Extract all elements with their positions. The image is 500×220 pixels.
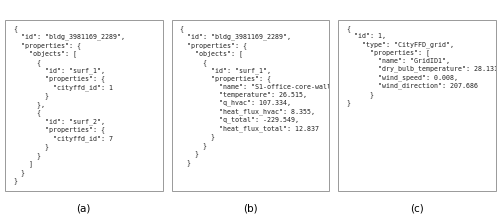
Text: (a): (a) bbox=[76, 204, 91, 213]
Text: {
  "id": "bldg_3981169_2289",
  "properties": {
    "objects": [
      {
      : { "id": "bldg_3981169_2289", "properties… bbox=[13, 25, 125, 184]
Text: (c): (c) bbox=[410, 204, 424, 213]
Text: {
  "id": "bldg_3981169_2289",
  "properties": {
    "objects": [
      {
      : { "id": "bldg_3981169_2289", "properties… bbox=[180, 25, 348, 165]
Text: (b): (b) bbox=[243, 204, 258, 213]
Text: {
  "id": 1,
    "type": "CityFFD_grid",
      "properties": [
        "name": ": { "id": 1, "type": "CityFFD_grid", "prop… bbox=[346, 25, 500, 106]
